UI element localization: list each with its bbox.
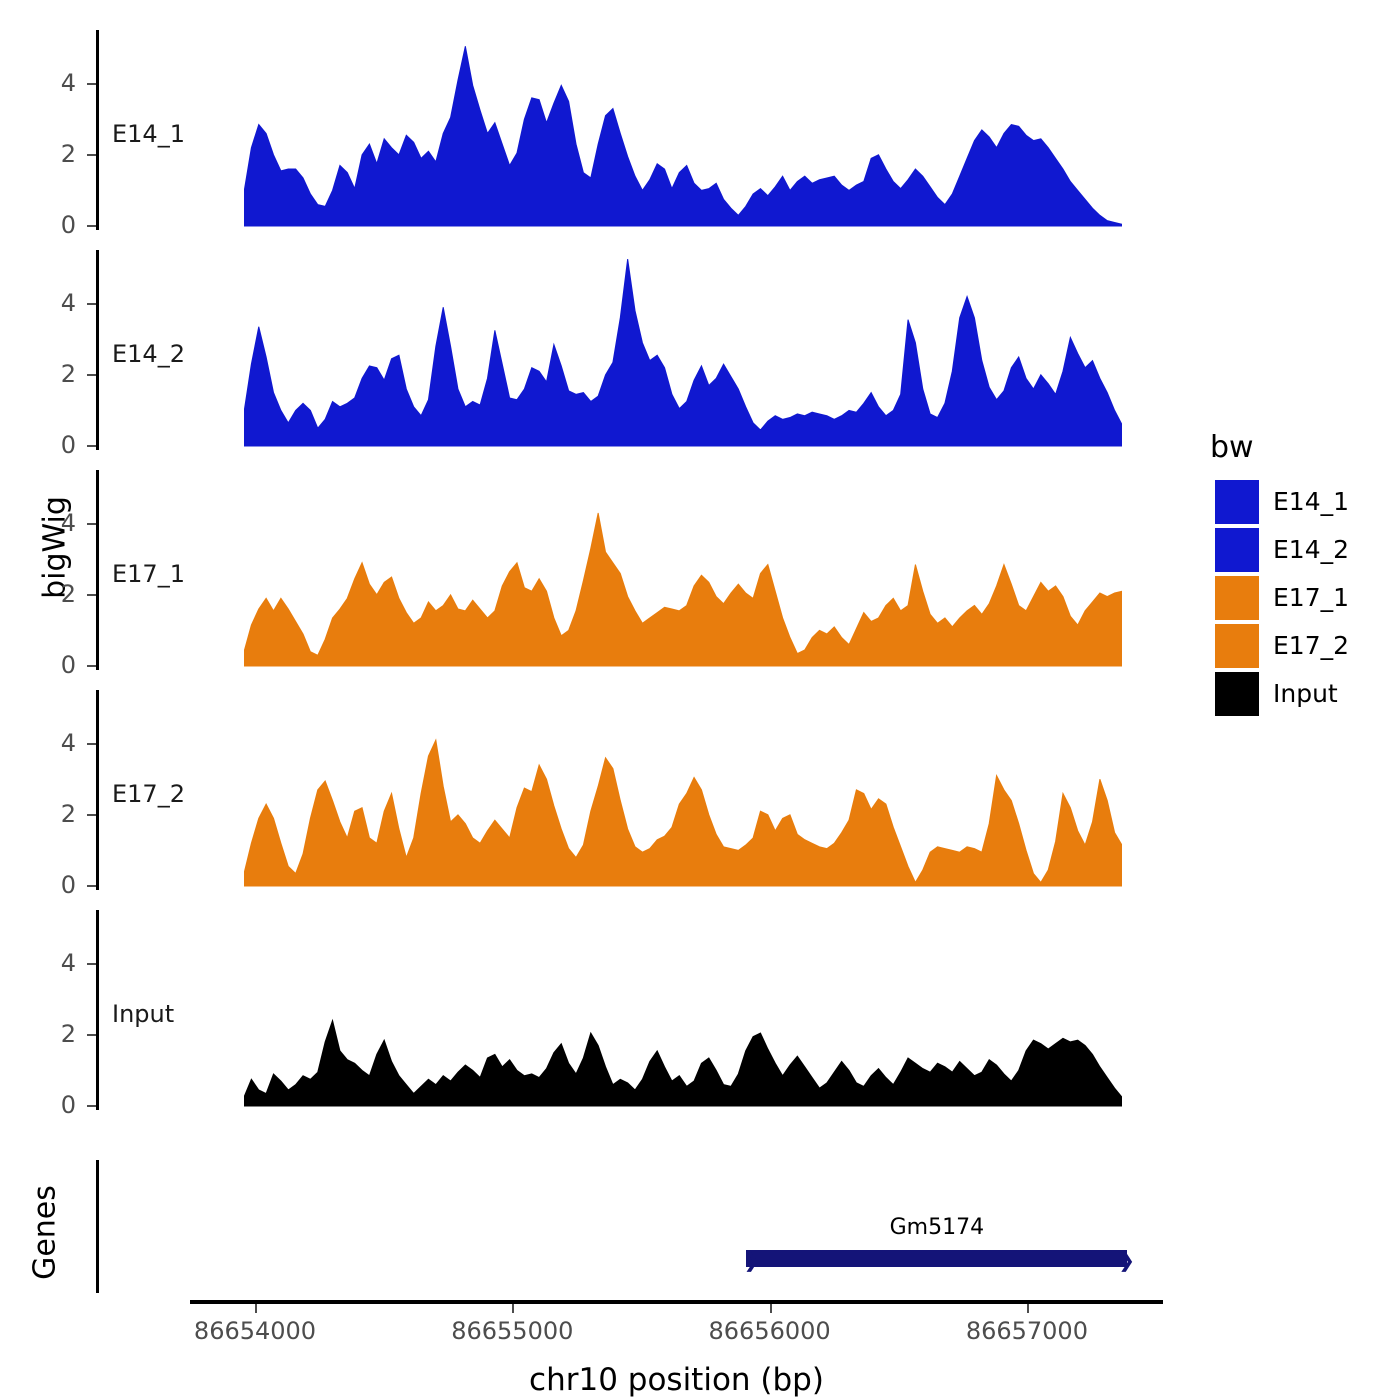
y-tick-label: 2 [60,579,76,608]
y-tick-mark [87,225,96,227]
track-name-label: E14_2 [112,340,185,369]
legend: bw E14_1 E14_2 E17_1 E17_2 Input [1210,430,1400,720]
y-tick-label: 0 [60,1091,76,1119]
x-tick-label: 86655000 [451,1317,574,1345]
y-tick-mark [87,1105,96,1107]
y-tick-label: 4 [60,728,76,757]
y-tick-label: 0 [60,431,76,459]
y-tick-label: 2 [60,799,76,828]
legend-swatch-e14_2 [1215,528,1259,572]
legend-title: bw [1210,430,1254,465]
legend-label-input: Input [1273,679,1338,708]
legend-label-e17_1: E17_1 [1273,583,1350,612]
track-name-label: E14_1 [112,120,185,149]
y-tick-mark [87,742,96,745]
y-tick-label: 2 [60,1019,76,1048]
legend-swatch-e17_1 [1215,576,1259,620]
x-tick-label: 86654000 [193,1317,317,1345]
y-tick-label: 4 [60,948,76,977]
y-tick-mark [87,153,96,156]
track-panel-e17_1: 0 2 4 E17_1 [0,470,1180,685]
y-tick-label: 4 [60,68,76,97]
track-name-label: Input [112,1000,175,1029]
y-tick-label: 2 [60,359,76,388]
y-tick-label: 0 [60,871,76,899]
coverage-area-e17_2 [244,738,1122,887]
coverage-area-e14_1 [244,46,1122,227]
y-tick-mark [87,302,96,305]
y-tick-label: 2 [60,139,76,168]
x-axis-title: chr10 position (bp) [529,1362,824,1398]
legend-swatch-e14_1 [1215,480,1259,524]
genes-panel: ❯ ❯ Gm5174 [0,1155,1180,1300]
x-tick-mark [769,1304,772,1313]
x-tick-label: 86656000 [708,1317,831,1345]
track-panel-e14_2: 0 2 4 E14_2 [0,250,1180,465]
track-name-label: E17_2 [112,780,185,809]
gene-strand-arrow-icon: ❯ [743,1248,761,1272]
y-tick-label: 0 [60,211,76,239]
y-tick-mark [87,813,96,816]
legend-swatch-input [1215,672,1259,716]
y-tick-mark [87,1033,96,1036]
y-tick-mark [87,665,96,667]
y-tick-mark [87,885,96,887]
gene-name-label: Gm5174 [889,1215,985,1240]
track-name-label: E17_1 [112,560,185,589]
y-tick-label: 4 [60,508,76,537]
y-tick-mark [87,445,96,447]
track-spine [96,910,99,1110]
track-spine [96,30,99,230]
gene-strand-arrow-icon: ❯ [1118,1248,1135,1272]
track-spine [96,690,99,890]
y-tick-mark [87,522,96,525]
x-tick-mark [255,1304,257,1313]
x-axis-line [190,1300,1163,1304]
x-tick-label: 86657000 [965,1317,1088,1345]
track-panel-e14_1: 0 2 4 E14_1 [0,30,1180,245]
coverage-area-e17_1 [244,512,1122,667]
gene-body-bar[interactable] [746,1250,1128,1267]
legend-label-e17_2: E17_2 [1273,631,1350,660]
y-tick-label: 4 [60,288,76,317]
track-panel-e17_2: 0 2 4 E17_2 [0,690,1180,905]
y-tick-mark [87,82,96,85]
coverage-area-input [244,1018,1122,1107]
coverage-area-e14_2 [244,259,1122,447]
legend-label-e14_2: E14_2 [1273,535,1350,564]
x-tick-mark [1026,1304,1029,1313]
track-panel-input: 0 2 4 Input [0,910,1180,1125]
legend-label-e14_1: E14_1 [1273,487,1350,516]
y-tick-mark [87,593,96,596]
genes-panel-spine [96,1160,99,1293]
x-tick-mark [512,1304,515,1313]
y-tick-mark [87,962,96,965]
y-tick-mark [87,373,96,376]
track-spine [96,250,99,450]
y-tick-label: 0 [60,651,76,679]
track-spine [96,470,99,670]
legend-swatch-e17_2 [1215,624,1259,668]
